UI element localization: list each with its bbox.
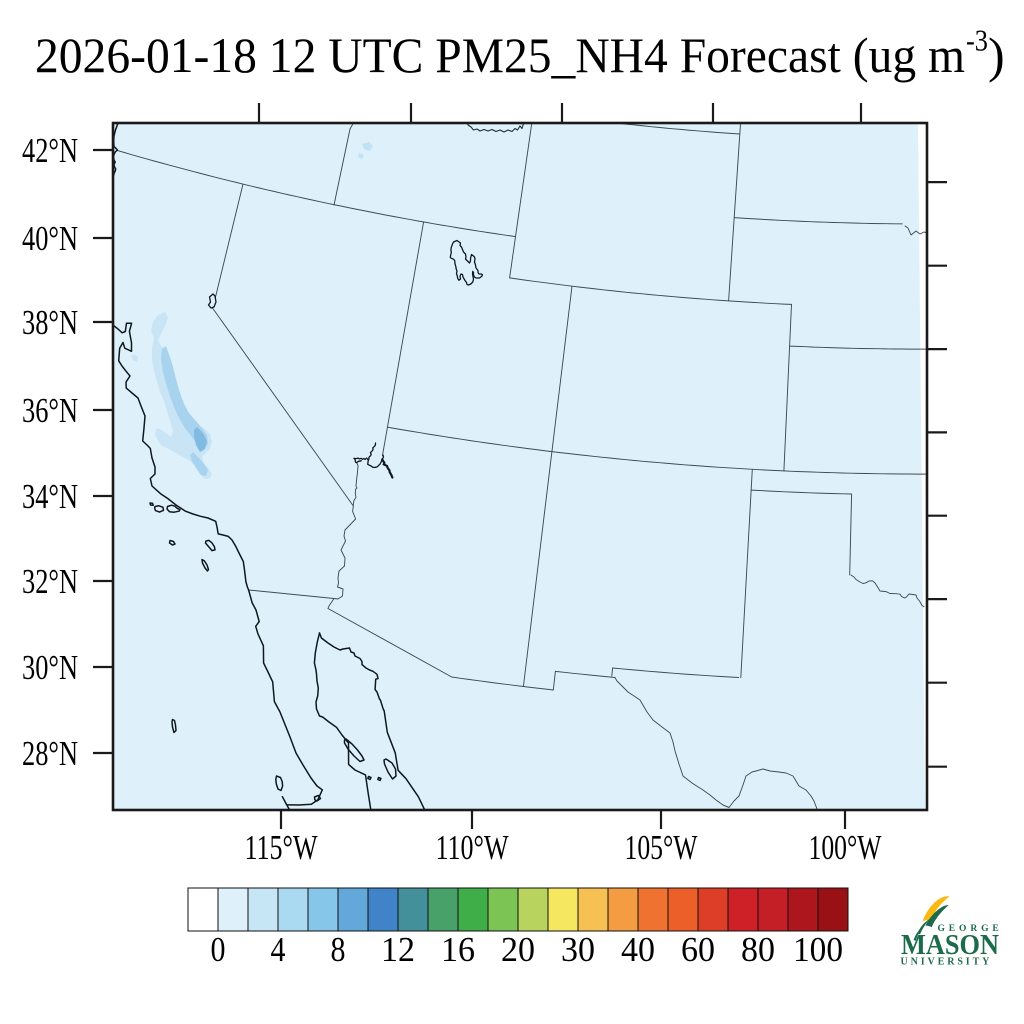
svg-text:2026-01-18 12 UTC PM25_NH4 For: 2026-01-18 12 UTC PM25_NH4 Forecast (ug … [35, 27, 965, 83]
svg-text:MASON: MASON [901, 929, 999, 961]
svg-text:32°N: 32°N [22, 562, 78, 601]
svg-text:80: 80 [741, 930, 775, 969]
svg-text:60: 60 [681, 930, 715, 969]
svg-text:40°N: 40°N [22, 219, 78, 258]
svg-text:30: 30 [561, 930, 595, 969]
svg-text:40: 40 [621, 930, 655, 969]
svg-text:105°W: 105°W [625, 828, 698, 867]
svg-text:110°W: 110°W [436, 828, 509, 867]
svg-text:): ) [988, 27, 1005, 83]
svg-text:16: 16 [441, 930, 475, 969]
svg-text:34°N: 34°N [22, 477, 78, 516]
svg-text:100: 100 [793, 930, 843, 969]
svg-text:30°N: 30°N [22, 648, 78, 687]
svg-text:4: 4 [271, 930, 286, 969]
svg-text:42°N: 42°N [22, 131, 78, 170]
svg-text:38°N: 38°N [22, 303, 78, 342]
svg-text:8: 8 [331, 930, 346, 969]
svg-text:36°N: 36°N [22, 391, 78, 430]
svg-text:100°W: 100°W [809, 828, 882, 867]
svg-text:UNIVERSITY: UNIVERSITY [901, 957, 993, 968]
svg-text:GEORGE: GEORGE [938, 924, 1003, 934]
svg-text:-3: -3 [966, 23, 988, 58]
svg-text:115°W: 115°W [245, 828, 318, 867]
svg-text:28°N: 28°N [22, 734, 78, 773]
svg-text:20: 20 [501, 930, 535, 969]
svg-text:0: 0 [211, 930, 226, 969]
svg-text:12: 12 [381, 930, 415, 969]
